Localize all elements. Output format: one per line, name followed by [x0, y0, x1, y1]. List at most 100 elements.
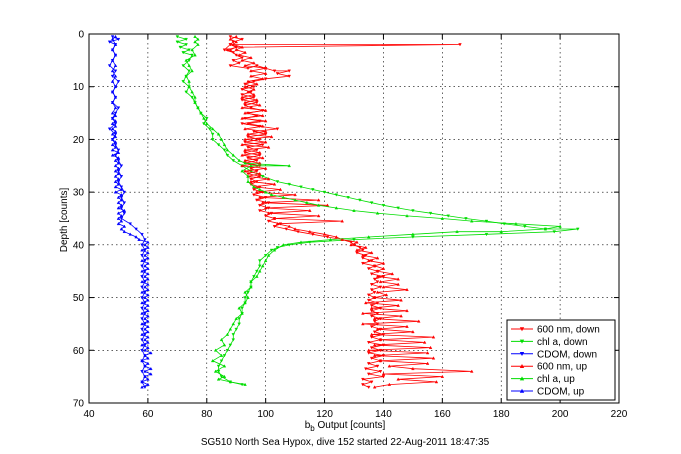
data-point: [143, 348, 147, 352]
data-point: [372, 353, 377, 357]
data-point: [258, 171, 262, 176]
legend-entry-chl-a-up: chl a, up: [511, 374, 575, 385]
data-point: [231, 51, 236, 55]
data-point: [249, 55, 253, 60]
data-point: [260, 143, 265, 147]
data-point: [140, 269, 144, 273]
data-point: [246, 290, 250, 295]
data-point: [352, 238, 356, 242]
data-point: [119, 214, 124, 218]
data-point: [260, 113, 265, 118]
data-point: [296, 230, 300, 234]
data-point: [252, 92, 256, 96]
data-point: [263, 258, 268, 262]
data-point: [275, 180, 280, 184]
data-point: [184, 90, 188, 94]
data-point: [140, 243, 144, 247]
data-point: [378, 285, 383, 289]
data-point: [369, 314, 374, 318]
data-point: [143, 238, 147, 242]
data-point: [499, 229, 503, 233]
data-point: [269, 192, 274, 197]
series-600-nm-up: [228, 34, 474, 389]
data-point: [293, 227, 297, 231]
data-point: [234, 316, 238, 320]
data-point: [252, 185, 256, 189]
data-point: [322, 232, 327, 236]
data-point: [258, 259, 262, 263]
data-point: [375, 364, 380, 368]
data-point: [231, 322, 236, 326]
data-point: [110, 121, 115, 125]
data-point: [110, 100, 115, 104]
data-point: [234, 45, 238, 49]
legend-entry-cdom-up: CDOM, up: [511, 387, 585, 398]
data-point: [369, 325, 374, 329]
y-tick-label: 50: [73, 293, 85, 304]
data-point: [107, 64, 112, 68]
data-point: [143, 285, 147, 289]
data-point: [231, 42, 236, 46]
data-point: [113, 174, 118, 178]
data-point: [210, 359, 215, 363]
data-point: [243, 111, 247, 115]
data-point: [249, 179, 253, 183]
data-point: [340, 219, 344, 223]
data-point: [396, 206, 400, 210]
data-point: [146, 361, 150, 365]
data-point: [440, 374, 445, 378]
data-point: [258, 103, 262, 107]
data-point: [113, 122, 118, 126]
data-point: [146, 282, 150, 286]
data-point: [140, 317, 144, 321]
data-point: [272, 182, 277, 186]
data-point: [366, 348, 371, 352]
data-point: [281, 243, 286, 247]
data-point: [110, 74, 115, 78]
data-point: [122, 208, 127, 212]
data-point: [228, 343, 233, 347]
data-point: [119, 217, 124, 221]
data-point: [260, 124, 265, 128]
data-point: [137, 237, 141, 241]
data-point: [110, 137, 115, 141]
legend-swatch-marker: [519, 364, 525, 368]
data-point: [249, 177, 253, 181]
data-point: [252, 193, 256, 197]
data-point: [140, 332, 144, 336]
data-point: [110, 90, 115, 94]
data-point: [193, 95, 197, 99]
data-point: [249, 69, 253, 73]
x-tick-labels: 40 60 80 100 120 140 160 180 200 220: [83, 409, 627, 420]
data-point: [369, 201, 374, 205]
data-point: [399, 314, 403, 318]
data-point: [243, 140, 247, 144]
data-point: [411, 235, 415, 239]
data-point: [116, 166, 121, 170]
data-point: [140, 380, 144, 384]
data-point: [369, 356, 374, 361]
data-point: [263, 66, 268, 70]
data-point: [243, 84, 247, 89]
data-point: [140, 322, 144, 326]
data-point: [470, 369, 474, 373]
data-point: [143, 253, 147, 257]
data-point: [190, 95, 194, 100]
data-point: [372, 385, 377, 389]
data-point: [143, 337, 147, 342]
data-point: [146, 319, 150, 323]
data-point: [334, 235, 339, 239]
data-point: [116, 148, 121, 152]
data-point: [146, 335, 150, 339]
data-point: [140, 327, 144, 332]
data-point: [275, 127, 280, 131]
data-point: [366, 372, 371, 376]
data-point: [225, 153, 230, 158]
data-point: [119, 203, 124, 207]
data-point: [110, 132, 115, 136]
data-point: [252, 95, 256, 100]
x-tick-label: 220: [611, 409, 628, 420]
x-tick-label: 60: [142, 409, 154, 420]
data-point: [240, 122, 244, 126]
